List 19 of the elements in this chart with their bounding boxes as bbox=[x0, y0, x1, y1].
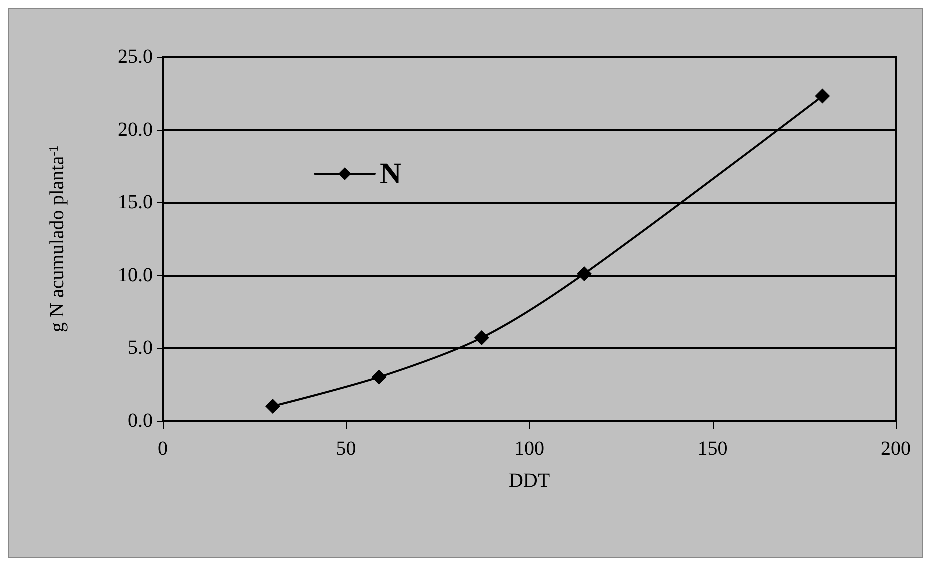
x-tick-label: 100 bbox=[514, 438, 544, 460]
y-tick-label: 15.0 bbox=[118, 192, 153, 214]
y-tick-label: 0.0 bbox=[128, 410, 153, 432]
y-tick-label: 25.0 bbox=[118, 46, 153, 68]
point bbox=[372, 370, 387, 385]
point bbox=[474, 330, 490, 346]
point bbox=[265, 398, 280, 414]
x-tick-label: 150 bbox=[698, 438, 728, 460]
y-tick-label: 10.0 bbox=[118, 264, 153, 286]
x-tick-label: 0 bbox=[158, 438, 168, 460]
y-tick-label: 20.0 bbox=[118, 118, 153, 141]
point bbox=[576, 266, 592, 282]
x-tick-label: 200 bbox=[881, 438, 911, 460]
legend-label: N bbox=[380, 158, 402, 190]
y-axis-title: g N acumulado planta-1 bbox=[46, 146, 68, 332]
point bbox=[815, 88, 830, 104]
x-tick-label: 50 bbox=[336, 438, 356, 460]
y-tick-label: 5.0 bbox=[128, 337, 153, 360]
x-axis-title: DDT bbox=[508, 470, 550, 492]
